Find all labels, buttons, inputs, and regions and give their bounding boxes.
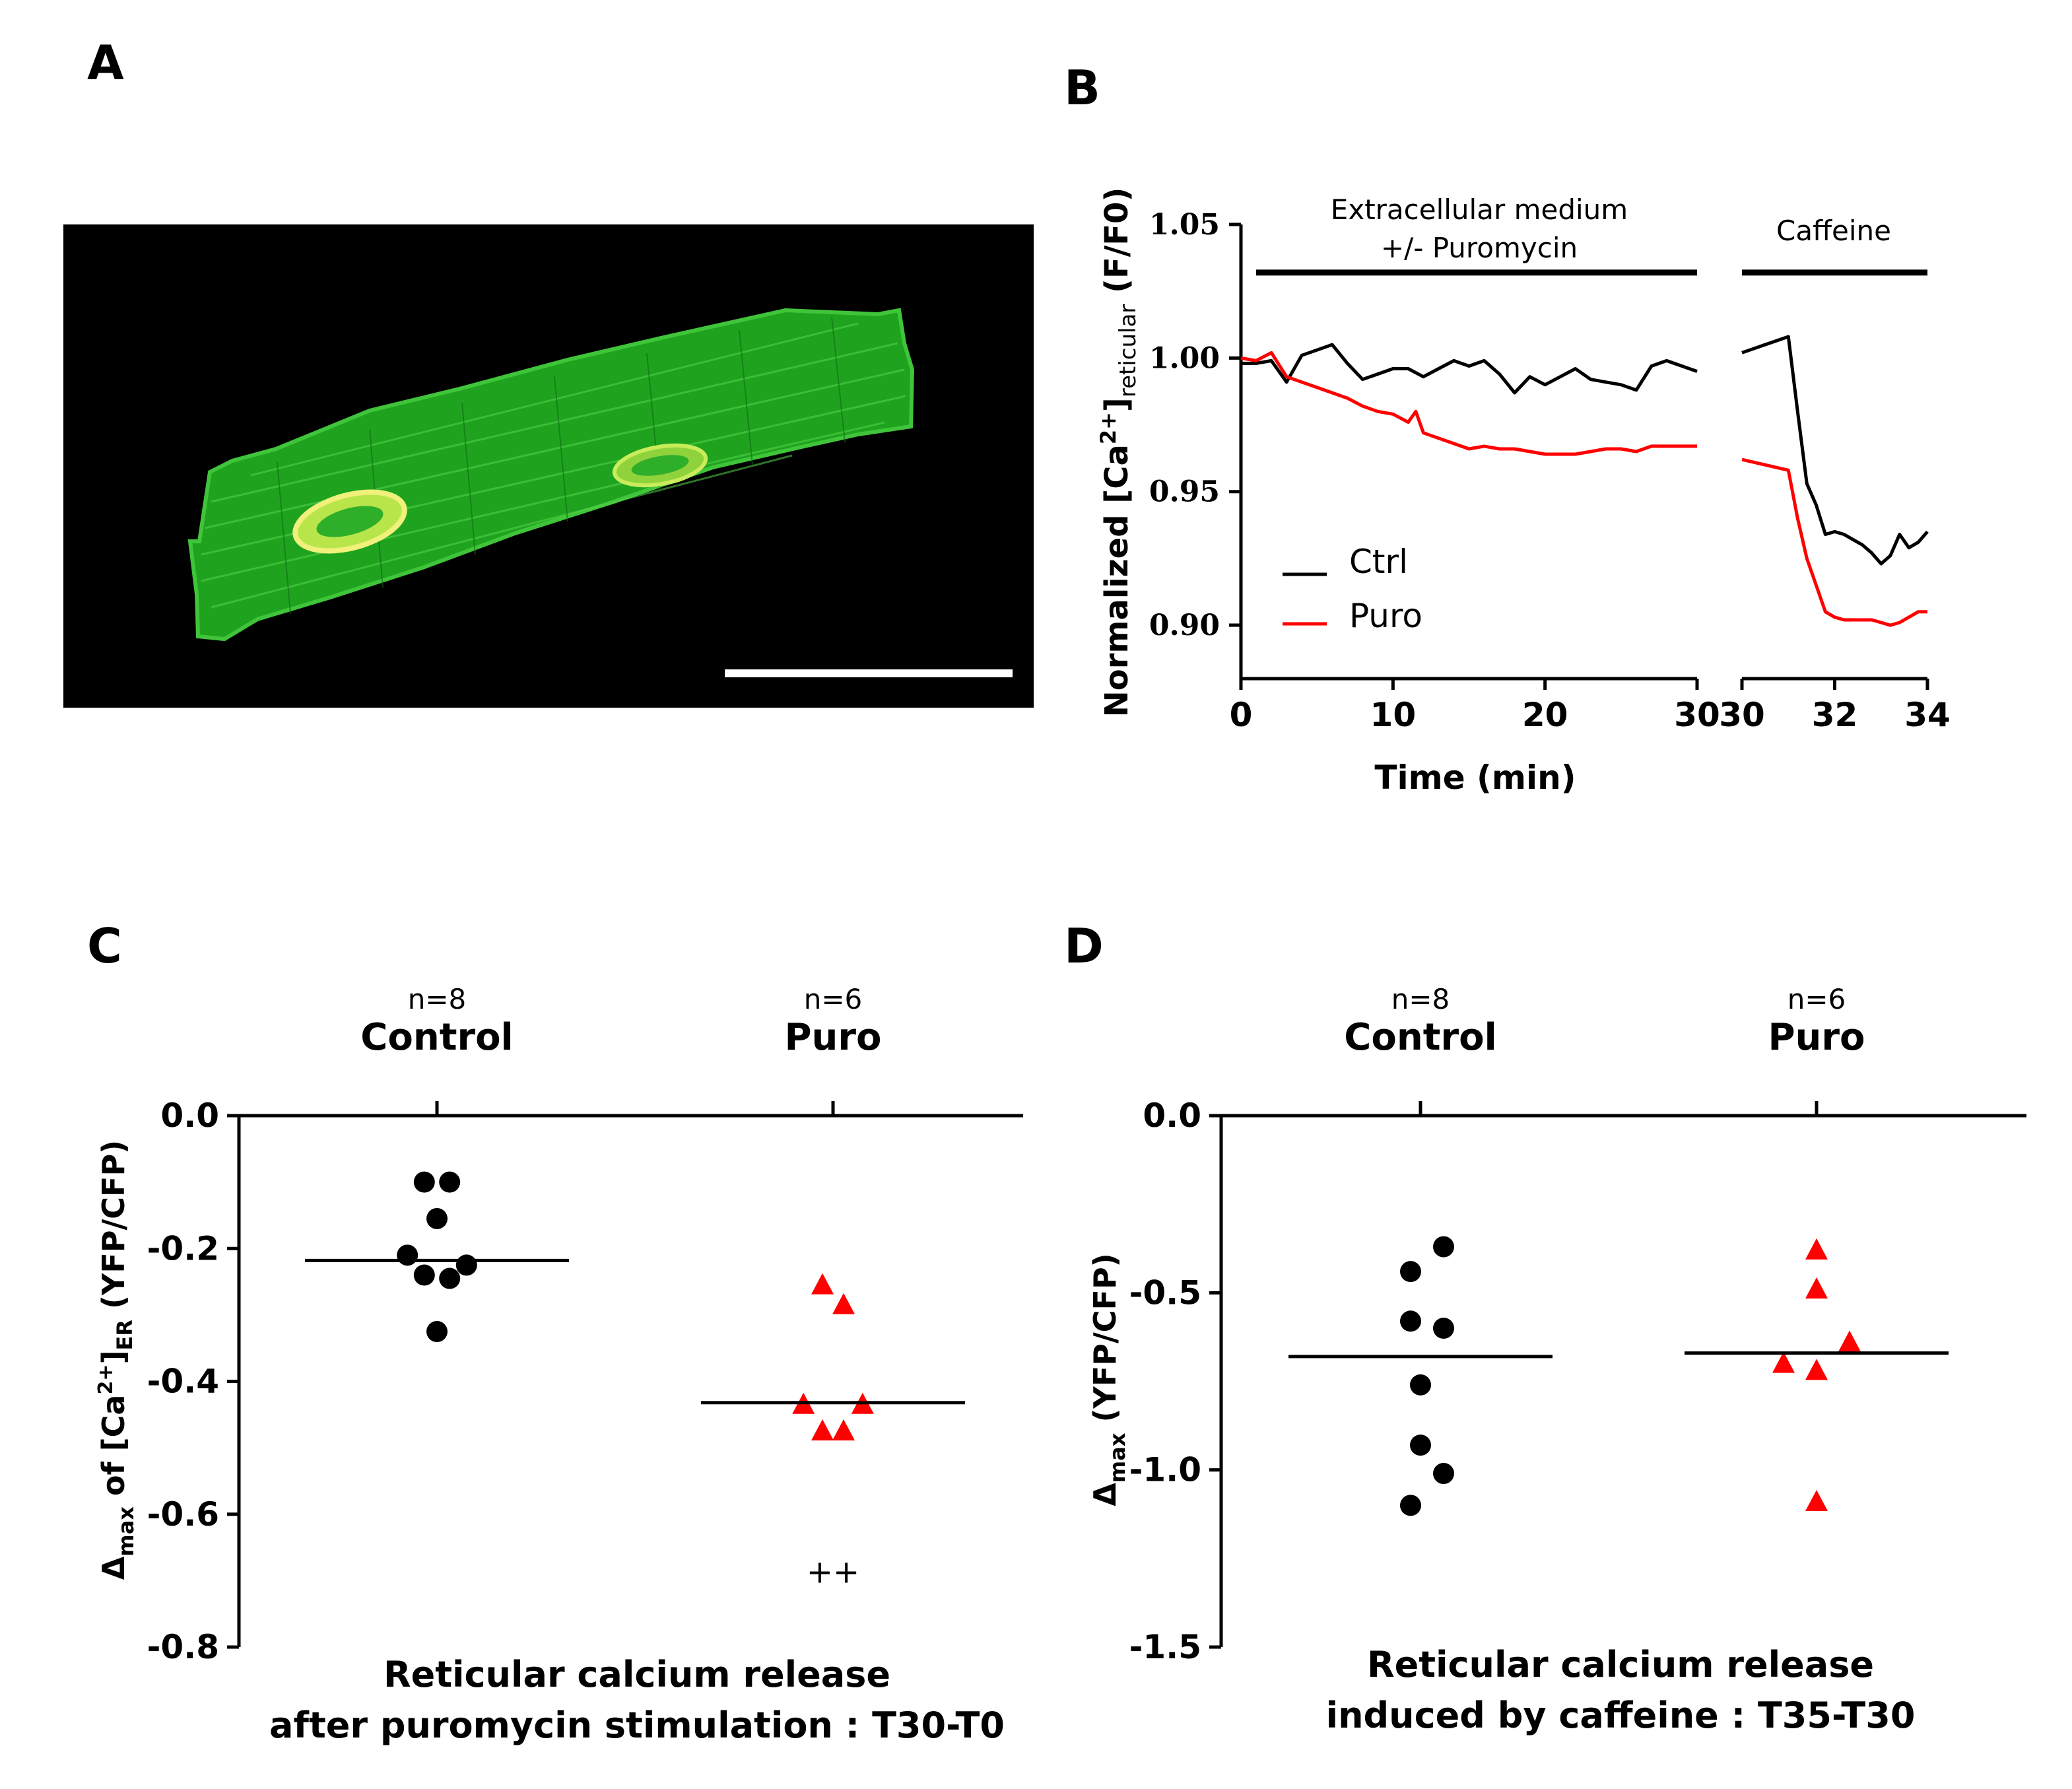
d-point-puro (1838, 1330, 1861, 1352)
panel-d-chart: Δmax (YFP/CFP) Reticular calcium release… (1087, 983, 2026, 1736)
nucleus-1-core (316, 506, 384, 537)
b-y-tick-label: 0.90 (1149, 609, 1220, 642)
c-group-control: Control (360, 1016, 514, 1059)
c-y-tick-label: -0.8 (147, 1628, 219, 1666)
c-point-puro (811, 1419, 834, 1440)
c-y-tick-label: 0.0 (160, 1097, 219, 1135)
d-point-puro (1805, 1277, 1828, 1299)
panel-label-d: D (1064, 918, 1104, 974)
c-point-control (413, 1264, 435, 1286)
b-x-tick-label: 10 (1370, 696, 1417, 734)
c-point-control (439, 1267, 461, 1289)
d-n-puro: n=6 (1788, 983, 1846, 1015)
d-point-control (1433, 1318, 1454, 1339)
d-point-puro (1805, 1359, 1828, 1380)
micrograph (63, 224, 1034, 708)
c-point-control (397, 1244, 418, 1266)
b-y-axis-title: Normalized [Ca2+]reticular (F/F0) (1096, 187, 1141, 718)
b-series-ctrl-segment1 (1241, 343, 1698, 395)
d-point-control (1410, 1374, 1431, 1396)
panel-label-b: B (1064, 60, 1100, 116)
d-point-control (1433, 1463, 1454, 1485)
c-y-tick-label: -0.4 (147, 1363, 219, 1401)
b-series-ctrl-segment2 (1741, 335, 1929, 566)
d-y-tick-label: 0.0 (1143, 1097, 1201, 1135)
d-point-puro (1772, 1351, 1795, 1373)
c-significance-puro: ++ (807, 1553, 859, 1590)
d-y-tick-label: -1.0 (1129, 1451, 1201, 1489)
b-legend-ctrl: Ctrl (1349, 543, 1408, 581)
c-group-puro: Puro (785, 1016, 882, 1059)
b-legend-puro: Puro (1349, 597, 1422, 635)
c-x-label-line1: Reticular calcium release (384, 1654, 890, 1695)
d-point-puro (1805, 1238, 1828, 1260)
c-x-label-line2: after puromycin stimulation : T30-T0 (269, 1705, 1005, 1746)
c-point-control (426, 1321, 448, 1343)
c-point-control (413, 1171, 435, 1193)
c-y-axis-title: Δmax of [Ca2+]ER (YFP/CFP) (94, 1140, 139, 1580)
c-point-puro (832, 1419, 855, 1440)
b-x-tick-label: 32 (1812, 696, 1858, 734)
panel-label-c: C (87, 918, 122, 974)
panel-label-a: A (87, 35, 124, 90)
c-y-tick-label: -0.6 (147, 1495, 219, 1534)
d-point-control (1410, 1435, 1431, 1456)
c-point-puro (811, 1273, 834, 1295)
nucleus-2-core (631, 455, 689, 476)
b-x-tick-label: 30 (1719, 696, 1765, 734)
d-n-control: n=8 (1391, 983, 1450, 1015)
c-point-control (455, 1254, 477, 1276)
d-point-puro (1805, 1489, 1828, 1511)
b-caffeine-label: Caffeine (1776, 215, 1891, 247)
d-point-control (1400, 1495, 1421, 1516)
c-point-control (439, 1171, 461, 1193)
b-medium-label-line1: Extracellular medium (1331, 193, 1628, 226)
b-x-axis-title: Time (min) (1374, 759, 1576, 797)
d-group-puro: Puro (1768, 1016, 1865, 1059)
b-series-puro-segment1 (1240, 351, 1697, 456)
scale-bar (725, 669, 1013, 677)
d-y-tick-label: -1.5 (1129, 1628, 1201, 1666)
b-medium-label-line2: +/- Puromycin (1381, 232, 1578, 264)
d-y-tick-label: -0.5 (1129, 1273, 1201, 1312)
c-point-puro (832, 1293, 855, 1314)
d-point-control (1400, 1310, 1421, 1332)
b-x-tick-label: 0 (1230, 696, 1253, 734)
c-y-tick-label: -0.2 (147, 1229, 219, 1267)
b-x-tick-label: 34 (1904, 696, 1951, 734)
d-point-control (1400, 1261, 1421, 1283)
b-x-tick-label: 30 (1674, 696, 1720, 734)
cardiomyocyte-cell (187, 308, 915, 642)
d-x-label-line2: induced by caffeine : T35-T30 (1326, 1695, 1916, 1736)
c-n-puro: n=6 (804, 983, 863, 1015)
b-y-tick-label: 1.05 (1149, 208, 1220, 242)
panel-b-chart: Extracellular medium +/- Puromycin Caffe… (1096, 187, 1951, 797)
panel-c-chart: Δmax of [Ca2+]ER (YFP/CFP) Reticular cal… (94, 983, 1023, 1746)
d-x-label-line1: Reticular calcium release (1367, 1644, 1874, 1685)
d-y-axis-title: Δmax (YFP/CFP) (1087, 1253, 1130, 1506)
b-y-tick-label: 1.00 (1149, 341, 1220, 375)
d-point-control (1433, 1236, 1454, 1258)
d-group-control: Control (1344, 1016, 1497, 1059)
b-y-tick-label: 0.95 (1149, 475, 1220, 509)
c-point-control (426, 1207, 448, 1229)
b-x-tick-label: 20 (1522, 696, 1568, 734)
c-n-control: n=8 (408, 983, 467, 1015)
b-series-puro-segment2 (1741, 457, 1927, 627)
